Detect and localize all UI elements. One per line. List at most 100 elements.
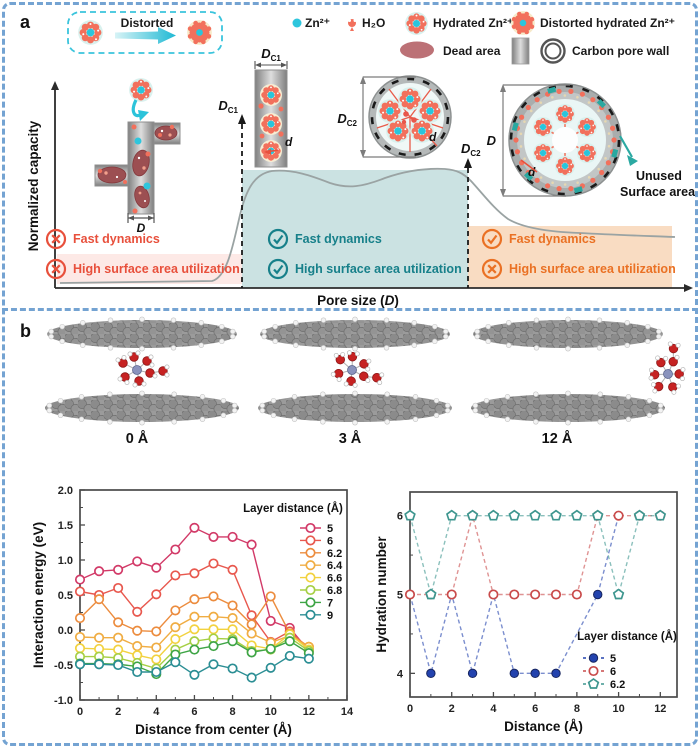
region-left-surface: High surface area utilization — [73, 262, 240, 276]
d-measure-label: D — [487, 133, 497, 148]
panel-b-label: b — [20, 321, 31, 341]
distorted-box-border — [67, 11, 223, 54]
snapshot-label-2: 12 Å — [542, 430, 573, 447]
svg-text:1.0: 1.0 — [58, 555, 73, 567]
series-9-markers — [74, 650, 314, 683]
legend-title: Layer distance (Å) — [577, 630, 677, 643]
hydrated-ion-icon — [78, 20, 103, 45]
svg-text:1.5: 1.5 — [58, 520, 73, 532]
svg-text:-0.5: -0.5 — [54, 660, 73, 672]
pink-region — [57, 254, 242, 284]
dead-area-icon — [400, 41, 434, 59]
x-axis-title: Distance (Å) — [504, 719, 583, 734]
svg-text:10: 10 — [265, 706, 277, 718]
legend-entry-6: 6 — [610, 666, 616, 678]
micropore-illustration: D — [94, 78, 181, 235]
panel-b-snapshots: b 0 Å 3 Å 12 Å — [20, 316, 691, 447]
y-axis-arrowhead — [51, 81, 59, 90]
graphene-slab — [45, 394, 239, 422]
svg-text:0: 0 — [77, 706, 83, 718]
region-middle-verdicts: Fast dynamics High surface area utilizat… — [267, 228, 462, 280]
svg-text:2.0: 2.0 — [58, 485, 73, 497]
capacity-curve — [59, 167, 676, 284]
graphene-slab — [471, 394, 665, 422]
slit-pore-illustration: DC1 d — [254, 46, 293, 168]
water-icon — [348, 19, 357, 31]
svg-text:8: 8 — [574, 703, 580, 715]
svg-text:14: 14 — [341, 706, 354, 718]
large-pore-illustration: d D Unused Surface area — [487, 83, 696, 199]
d-gap-label: d — [285, 135, 293, 149]
uturn-arrowhead — [138, 110, 149, 121]
svg-text:10: 10 — [612, 703, 624, 715]
water-cluster — [326, 345, 389, 396]
legend-entry-9: 9 — [327, 610, 333, 622]
region-left-verdicts: Fast dynamics High surface area utilizat… — [45, 228, 240, 280]
pore-particles — [97, 124, 175, 214]
interaction-energy-chart: 0 2 4 6 8 10 12 14 -1.0 -0.5 0.0 0.5 1.0 1.5 2.0 Distan… — [31, 485, 354, 737]
h2o-label: H₂O — [362, 16, 385, 30]
snapshot-label-0: 0 Å — [126, 430, 149, 447]
x-axis-arrowhead — [684, 284, 693, 292]
x-axis-label: Pore size (D) — [317, 293, 399, 308]
legend-row-2: Dead area Carbon pore wall — [400, 37, 669, 65]
svg-text:0.0: 0.0 — [58, 625, 73, 637]
legend-title: Layer distance (Å) — [243, 502, 343, 515]
dc2-threshold: DC2 — [461, 141, 481, 288]
svg-text:2: 2 — [449, 703, 455, 715]
ticks: 0 2 4 6 8 10 12 14 -1.0 -0.5 0.0 0.5 1.0 1.5 2.0 — [54, 485, 354, 718]
distorted-hydrated-ion-icon — [511, 11, 535, 35]
y-axis-label: Normalized capacity — [26, 120, 41, 251]
unused-surface-label-2: Surface area — [620, 185, 696, 199]
legend-entry-6.8: 6.8 — [327, 585, 342, 597]
svg-text:5: 5 — [397, 590, 403, 602]
distorted-hydrated-ion-icon — [187, 20, 212, 45]
distorted-legend-box: Distorted — [67, 11, 223, 54]
legend-entry-7: 7 — [327, 597, 333, 609]
panel-a-label: a — [20, 12, 31, 32]
distorted-hydrated-label: Distorted hydrated Zn²⁺ — [540, 16, 675, 30]
hydrated-label: Hydrated Zn²⁺ — [433, 16, 513, 30]
dc2-measure — [362, 76, 416, 158]
chart-legend: Layer distance (Å) 566.26.46.66.879 — [243, 502, 343, 622]
cross-circle-icon — [45, 228, 67, 250]
pore-wall-cylinder-icon — [511, 37, 530, 65]
svg-text:6: 6 — [397, 511, 403, 523]
hydrated-ion-icon — [405, 12, 428, 35]
d-gap-label: d — [429, 130, 437, 144]
region-middle-fast: Fast dynamics — [295, 232, 382, 246]
y-axis-title: Hydration number — [374, 536, 389, 653]
svg-text:-1.0: -1.0 — [54, 695, 73, 707]
graphene-slab — [47, 320, 237, 348]
region-right-verdicts: Fast dynamics High surface area utilizat… — [481, 228, 676, 280]
dc1-top-label: DC1 — [261, 46, 281, 63]
dc2-measure-label: DC2 — [337, 111, 357, 128]
dead-area-label: Dead area — [443, 44, 501, 58]
distorted-arrow-icon — [115, 27, 176, 44]
water-cluster — [115, 350, 170, 388]
svg-text:6: 6 — [191, 706, 197, 718]
dc2-line-label: DC2 — [461, 141, 481, 158]
legend-entry-5: 5 — [610, 653, 616, 665]
region-right-fast: Fast dynamics — [509, 232, 596, 246]
region-middle-surface: High surface area utilization — [295, 262, 462, 276]
zn-dot-icon — [292, 18, 302, 28]
check-circle-icon — [267, 258, 289, 280]
panel-a-schematic: a Distorted Zn²⁺ H₂O Hydrated Zn²⁺ Disto… — [20, 11, 696, 308]
svg-text:4: 4 — [153, 706, 160, 718]
unused-arrow — [619, 135, 633, 158]
legend-entry-6: 6 — [327, 535, 333, 547]
snapshot-label-1: 3 Å — [339, 430, 362, 447]
hydrated-ion-icon — [129, 78, 153, 102]
d-measure-large — [502, 84, 570, 197]
graphene-slab — [473, 320, 663, 348]
series-6.2-markers — [404, 509, 667, 600]
pore-wall-ring-icon — [540, 38, 566, 64]
d-pore-label: D — [137, 221, 146, 235]
svg-text:0.5: 0.5 — [58, 590, 73, 602]
legend-entry-6.6: 6.6 — [327, 573, 342, 585]
svg-text:12: 12 — [303, 706, 315, 718]
carbon-pore-wall-label: Carbon pore wall — [572, 44, 669, 58]
